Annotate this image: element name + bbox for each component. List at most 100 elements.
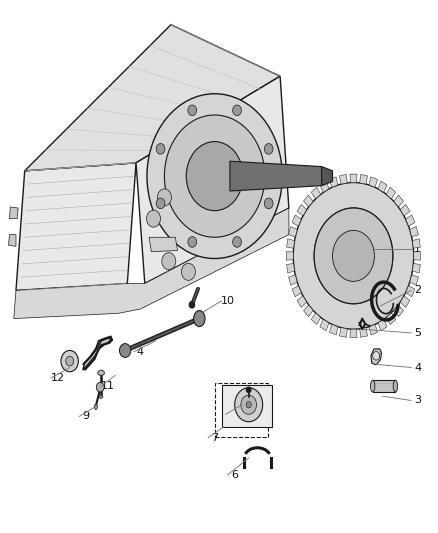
Circle shape <box>264 143 273 154</box>
Circle shape <box>235 387 263 422</box>
Circle shape <box>66 357 74 366</box>
Text: 7: 7 <box>211 433 218 443</box>
Text: 9: 9 <box>82 411 89 422</box>
Polygon shape <box>304 305 313 317</box>
Wedge shape <box>293 182 414 329</box>
Ellipse shape <box>194 311 205 327</box>
Circle shape <box>164 115 265 237</box>
Text: 6: 6 <box>231 470 238 480</box>
Polygon shape <box>410 275 418 285</box>
Polygon shape <box>406 286 415 297</box>
Polygon shape <box>311 313 321 325</box>
Polygon shape <box>378 181 387 192</box>
Polygon shape <box>369 177 378 188</box>
Text: 2: 2 <box>414 286 421 295</box>
Text: 1: 1 <box>414 244 421 254</box>
Ellipse shape <box>98 370 104 375</box>
Circle shape <box>61 351 78 372</box>
Polygon shape <box>373 380 396 392</box>
Polygon shape <box>321 166 332 185</box>
Circle shape <box>181 263 195 280</box>
Ellipse shape <box>99 395 103 398</box>
Polygon shape <box>25 25 280 171</box>
Polygon shape <box>14 208 289 319</box>
Polygon shape <box>292 215 301 226</box>
Polygon shape <box>320 319 329 330</box>
Polygon shape <box>9 235 16 246</box>
Circle shape <box>188 105 197 116</box>
Polygon shape <box>394 305 403 317</box>
Polygon shape <box>16 163 136 290</box>
Circle shape <box>189 302 194 308</box>
Text: 5: 5 <box>414 328 421 338</box>
Polygon shape <box>329 325 338 335</box>
Text: 3: 3 <box>414 395 421 406</box>
Polygon shape <box>286 252 293 260</box>
Polygon shape <box>339 328 347 337</box>
Polygon shape <box>297 204 307 216</box>
Polygon shape <box>386 313 396 325</box>
Circle shape <box>233 237 241 247</box>
Ellipse shape <box>94 404 97 409</box>
Circle shape <box>157 189 171 206</box>
Circle shape <box>96 382 104 392</box>
Circle shape <box>241 395 257 414</box>
Polygon shape <box>400 204 410 216</box>
Text: 11: 11 <box>101 381 115 391</box>
Polygon shape <box>10 207 18 219</box>
Polygon shape <box>230 161 321 191</box>
Polygon shape <box>286 239 294 248</box>
Polygon shape <box>400 296 410 308</box>
Polygon shape <box>223 384 272 427</box>
Circle shape <box>188 237 197 247</box>
Polygon shape <box>149 237 177 252</box>
Polygon shape <box>369 325 378 335</box>
Circle shape <box>233 105 241 116</box>
Polygon shape <box>406 215 415 226</box>
Polygon shape <box>136 76 289 284</box>
Circle shape <box>162 253 176 270</box>
Polygon shape <box>350 174 357 183</box>
Polygon shape <box>286 263 294 273</box>
Polygon shape <box>350 329 357 337</box>
Circle shape <box>156 198 165 209</box>
Ellipse shape <box>393 380 398 392</box>
Polygon shape <box>413 263 420 273</box>
Circle shape <box>186 142 243 211</box>
Text: 4: 4 <box>414 362 421 373</box>
Ellipse shape <box>371 380 375 392</box>
Circle shape <box>332 230 374 281</box>
Circle shape <box>264 198 273 209</box>
Circle shape <box>156 143 165 154</box>
Circle shape <box>314 208 393 304</box>
Text: 12: 12 <box>50 373 64 383</box>
Polygon shape <box>360 328 367 337</box>
Circle shape <box>147 94 283 259</box>
Polygon shape <box>339 174 347 184</box>
Polygon shape <box>360 174 367 184</box>
Polygon shape <box>289 275 297 285</box>
Polygon shape <box>292 286 301 297</box>
Polygon shape <box>83 338 112 370</box>
Circle shape <box>247 387 251 392</box>
Polygon shape <box>378 319 387 330</box>
Text: 10: 10 <box>221 296 235 306</box>
Polygon shape <box>329 177 338 188</box>
Polygon shape <box>289 227 297 237</box>
Polygon shape <box>320 181 329 192</box>
Circle shape <box>373 352 380 360</box>
Circle shape <box>147 210 160 227</box>
Polygon shape <box>311 187 321 199</box>
Polygon shape <box>410 227 418 237</box>
Polygon shape <box>413 239 420 248</box>
Circle shape <box>246 401 251 408</box>
Polygon shape <box>297 296 307 308</box>
Polygon shape <box>394 195 403 207</box>
Polygon shape <box>304 195 313 207</box>
Text: 4: 4 <box>137 346 144 357</box>
Polygon shape <box>413 252 420 260</box>
Polygon shape <box>371 349 381 365</box>
Text: 8: 8 <box>229 409 236 419</box>
Circle shape <box>120 344 131 358</box>
Polygon shape <box>386 187 396 199</box>
